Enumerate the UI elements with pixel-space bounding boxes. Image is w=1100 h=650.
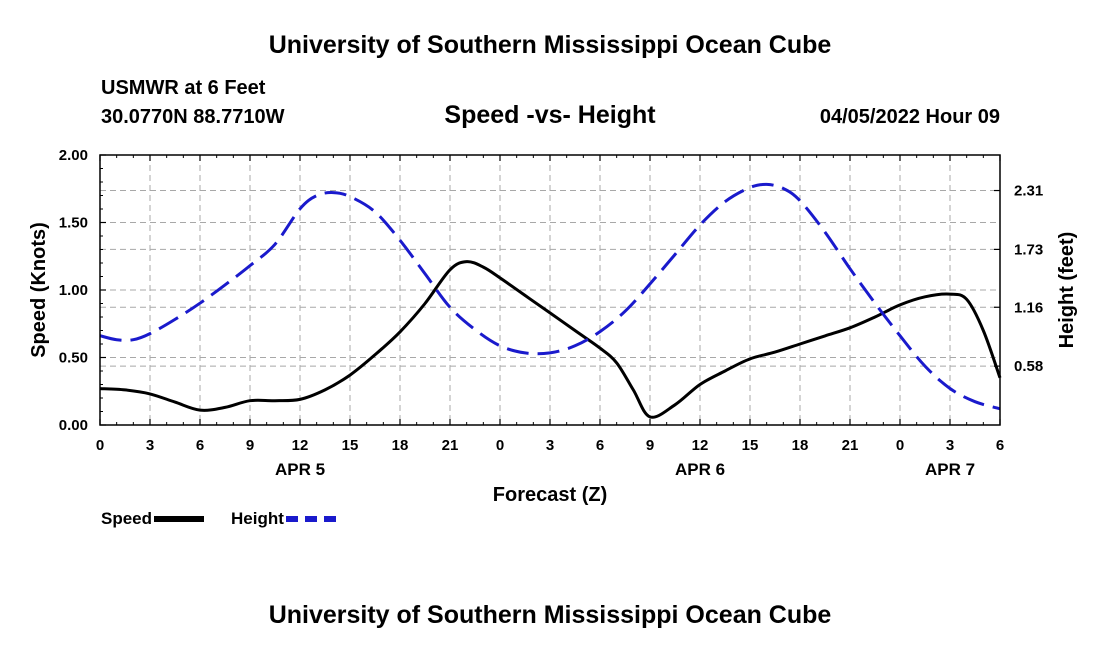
x-tick-label: 0 [96, 437, 104, 454]
x-tick-label: 0 [496, 437, 504, 454]
x-tick-label: 0 [896, 437, 904, 454]
y-axis-title: Speed (Knots) [28, 222, 50, 358]
x-tick-label: 9 [246, 437, 254, 454]
y-tick-label: 2.00 [59, 147, 88, 164]
station-coordinates: 30.0770N 88.7710W [101, 106, 285, 128]
axes: 0 3 6 9 12 15 18 21 0 3 6 9 12 15 18 21 0 3 6 0.00 0.50 1.00 1… [28, 147, 1078, 506]
x-tick-label: 21 [842, 437, 859, 454]
x-tick-label: 21 [442, 437, 459, 454]
legend-height: Height [231, 509, 336, 529]
y2-tick-label: 2.31 [1014, 183, 1043, 200]
y-tick-label: 0.50 [59, 350, 88, 367]
legend-height-swatch [285, 516, 336, 522]
x-tick-label: 6 [196, 437, 204, 454]
y2-tick-label: 0.58 [1014, 358, 1043, 375]
x-tick-label: 3 [146, 437, 154, 454]
x-tick-label: 6 [996, 437, 1004, 454]
chart-title: Speed -vs- Height [444, 101, 656, 129]
x-tick-label: 12 [692, 437, 709, 454]
legend-height-label: Height [231, 509, 284, 528]
y2-tick-label: 1.73 [1014, 241, 1043, 258]
y-tick-label: 1.50 [59, 215, 88, 232]
station-label: USMWR at 6 Feet [101, 77, 266, 99]
legend-speed-label: Speed [101, 509, 153, 528]
x-tick-label: 6 [596, 437, 604, 454]
date-label: APR 5 [275, 460, 325, 479]
date-label: APR 6 [675, 460, 725, 479]
series-layer [99, 182, 1002, 419]
height-series-line [99, 182, 1001, 411]
x-tick-label: 18 [792, 437, 809, 454]
date-label: APR 7 [925, 460, 975, 479]
y2-axis-title: Height (feet) [1056, 232, 1078, 349]
x-axis-title: Forecast (Z) [493, 484, 607, 506]
x-tick-label: 18 [392, 437, 409, 454]
legend-speed: Speed [101, 509, 205, 529]
x-tick-label: 15 [342, 437, 359, 454]
legend-speed-swatch [154, 516, 205, 522]
speed-series-line [99, 260, 1002, 419]
y-tick-label: 1.00 [59, 282, 88, 299]
forecast-datetime: 04/05/2022 Hour 09 [819, 106, 1000, 128]
page-title: University of Southern Mississippi Ocean… [268, 31, 832, 59]
x-tick-label: 12 [292, 437, 309, 454]
x-tick-label: 3 [946, 437, 954, 454]
x-tick-label: 3 [546, 437, 554, 454]
x-tick-label: 15 [742, 437, 759, 454]
y2-tick-label: 1.16 [1014, 299, 1043, 316]
x-tick-label: 9 [646, 437, 654, 454]
footer-title: University of Southern Mississippi Ocean… [268, 601, 832, 629]
y-tick-label: 0.00 [59, 417, 88, 434]
